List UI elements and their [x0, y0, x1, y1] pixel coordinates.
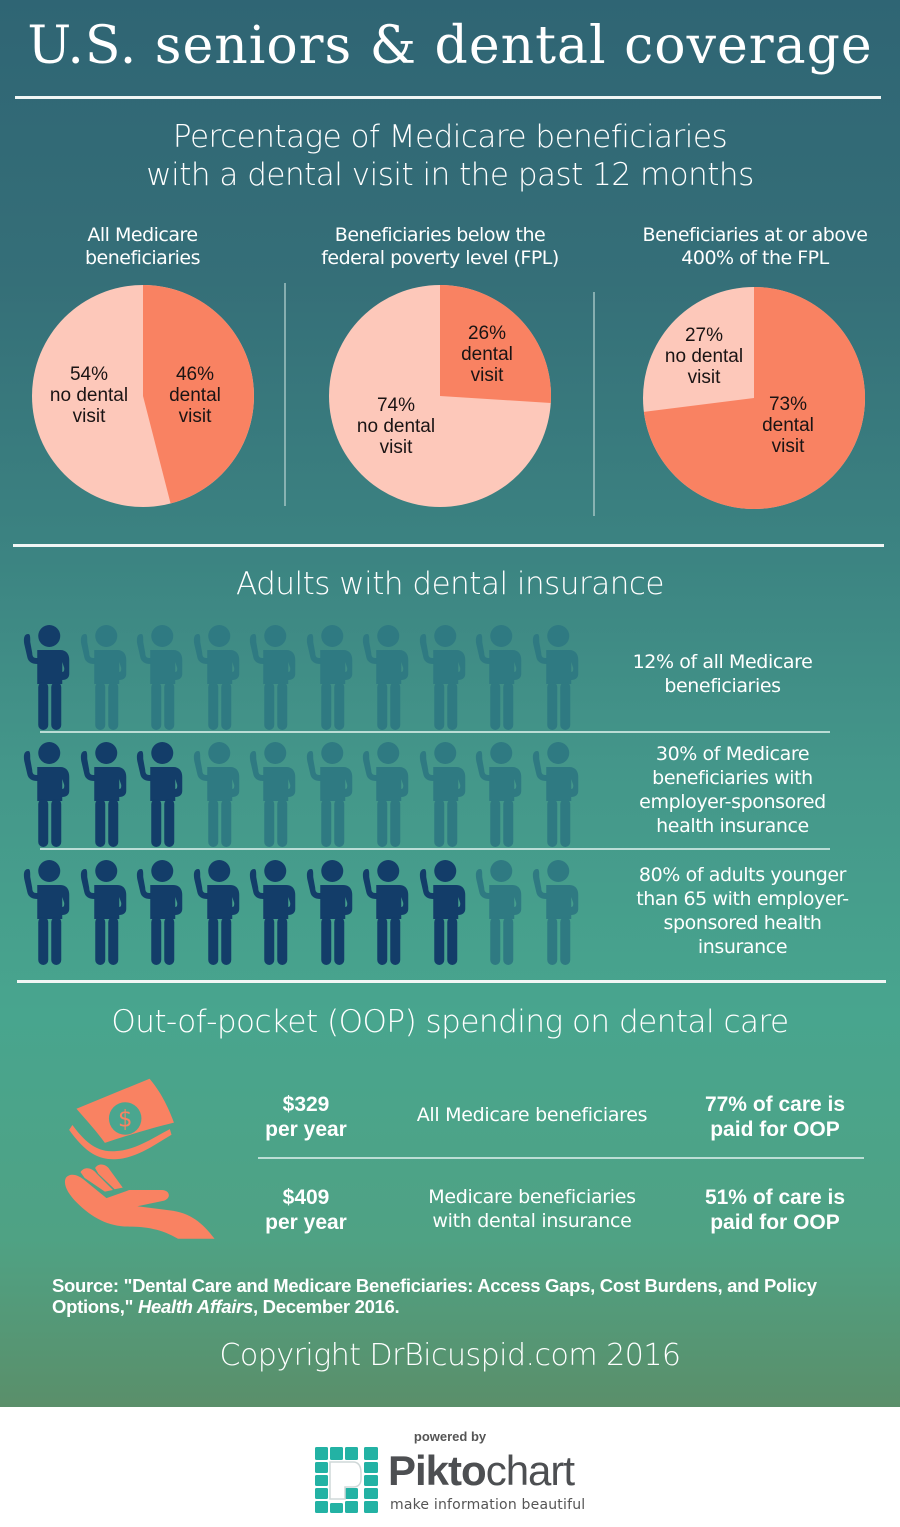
- section1-heading-line1: Percentage of Medicare beneficiaries: [172, 119, 728, 155]
- person-icon: [531, 857, 588, 967]
- pie2-no-dental-label: 74% no dental visit: [356, 395, 436, 458]
- piktochart-footer: powered by Piktochart make information b…: [0, 1407, 900, 1527]
- pie1-title-line2: beneficiaries: [85, 247, 201, 269]
- person-icon: [135, 622, 192, 732]
- person-icon-insured: [305, 857, 362, 967]
- pie3-dental-label: 73% dental visit: [762, 394, 814, 457]
- pie1-title: All Medicare beneficiaries: [20, 224, 265, 270]
- person-icon-insured: [22, 622, 79, 732]
- pictogram-row-12pct: [22, 622, 587, 732]
- section1-heading-line2: with a dental visit in the past 12 month…: [146, 157, 754, 193]
- person-icon-insured: [22, 857, 79, 967]
- person-icon: [192, 622, 249, 732]
- page-title: U.S. seniors & dental coverage: [27, 16, 873, 76]
- person-icon-insured: [361, 857, 418, 967]
- person-icon: [418, 739, 475, 849]
- pie3-title-line1: Beneficiaries at or above: [642, 224, 868, 246]
- person-icon: [474, 622, 531, 732]
- pie2-title-line1: Beneficiaries below the: [334, 224, 546, 246]
- pie-divider-1: [284, 283, 286, 506]
- pie1-no-dental-label: 54% no dental visit: [49, 364, 129, 427]
- hand-receiving-money-icon: $: [64, 1078, 215, 1239]
- person-icon: [192, 739, 249, 849]
- piktochart-wordmark[interactable]: Piktochart: [388, 1447, 575, 1494]
- pie1-dental-label: 46% dental visit: [169, 364, 221, 427]
- insurance-row3-label: 80% of adults younger than 65 with emplo…: [636, 864, 849, 958]
- person-icon: [418, 622, 475, 732]
- pie3-title: Beneficiaries at or above 400% of the FP…: [615, 224, 895, 270]
- pie1-title-line1: All Medicare: [87, 224, 198, 246]
- person-icon: [531, 739, 588, 849]
- source-citation: Source: "Dental Care and Medicare Benefi…: [52, 1275, 817, 1317]
- pie-divider-2: [593, 292, 595, 516]
- person-icon: [361, 739, 418, 849]
- person-icon: [474, 739, 531, 849]
- oop-row-divider: [258, 1157, 864, 1159]
- person-icon: [79, 622, 136, 732]
- person-icon: [248, 739, 305, 849]
- copyright-notice: Copyright DrBicuspid.com 2016: [219, 1338, 681, 1373]
- pie2-dental-label: 26% dental visit: [461, 323, 513, 386]
- person-icon-insured: [248, 857, 305, 967]
- pictogram-row-80pct: [22, 857, 587, 967]
- pie2-title-line2: federal poverty level (FPL): [321, 247, 559, 269]
- oop-row1-amount: $329 per year: [265, 1093, 347, 1141]
- section2-heading: Adults with dental insurance: [236, 566, 664, 602]
- person-icon: [248, 622, 305, 732]
- section1-divider: [13, 544, 884, 547]
- oop-row1-description: All Medicare beneficiares: [416, 1104, 648, 1126]
- title-divider: [15, 96, 881, 99]
- person-icon-insured: [135, 739, 192, 849]
- person-icon-insured: [192, 857, 249, 967]
- pie-chart-below-fpl: [329, 285, 552, 507]
- row-divider-1: [40, 731, 830, 733]
- oop-row2-percent: 51% of care is paid for OOP: [704, 1186, 846, 1234]
- oop-row2-amount: $409 per year: [265, 1186, 347, 1234]
- piktochart-logo-icon[interactable]: [315, 1447, 379, 1513]
- person-icon: [361, 622, 418, 732]
- person-icon-insured: [79, 857, 136, 967]
- person-icon-insured: [79, 739, 136, 849]
- person-icon-insured: [22, 739, 79, 849]
- oop-row1-percent: 77% of care is paid for OOP: [704, 1093, 846, 1141]
- pie3-title-line2: 400% of the FPL: [681, 247, 829, 269]
- person-icon: [305, 622, 362, 732]
- pie3-no-dental-label: 27% no dental visit: [664, 325, 744, 388]
- section1-heading: Percentage of Medicare beneficiaries wit…: [0, 118, 900, 194]
- insurance-row1-label: 12% of all Medicare beneficiaries: [632, 651, 813, 697]
- person-icon-insured: [135, 857, 192, 967]
- pie2-title: Beneficiaries below the federal poverty …: [300, 224, 580, 270]
- person-icon: [474, 857, 531, 967]
- pie-chart-all-beneficiaries: [32, 285, 254, 507]
- svg-text:$: $: [118, 1107, 132, 1133]
- insurance-row2-label: 30% of Medicare beneficiaries with emplo…: [639, 743, 826, 837]
- person-icon-insured: [418, 857, 475, 967]
- row-divider-2: [40, 848, 830, 850]
- person-icon: [531, 622, 588, 732]
- source-journal: Health Affairs: [137, 1296, 253, 1317]
- person-icon: [305, 739, 362, 849]
- piktochart-tagline: make information beautiful: [390, 1497, 586, 1513]
- powered-by-label: powered by: [413, 1429, 487, 1444]
- section3-heading: Out-of-pocket (OOP) spending on dental c…: [111, 1004, 789, 1040]
- oop-row2-description: Medicare beneficiaries with dental insur…: [428, 1186, 636, 1232]
- pictogram-row-30pct: [22, 739, 587, 849]
- pie-chart-above-400-fpl: [643, 287, 866, 509]
- section2-divider: [17, 980, 886, 983]
